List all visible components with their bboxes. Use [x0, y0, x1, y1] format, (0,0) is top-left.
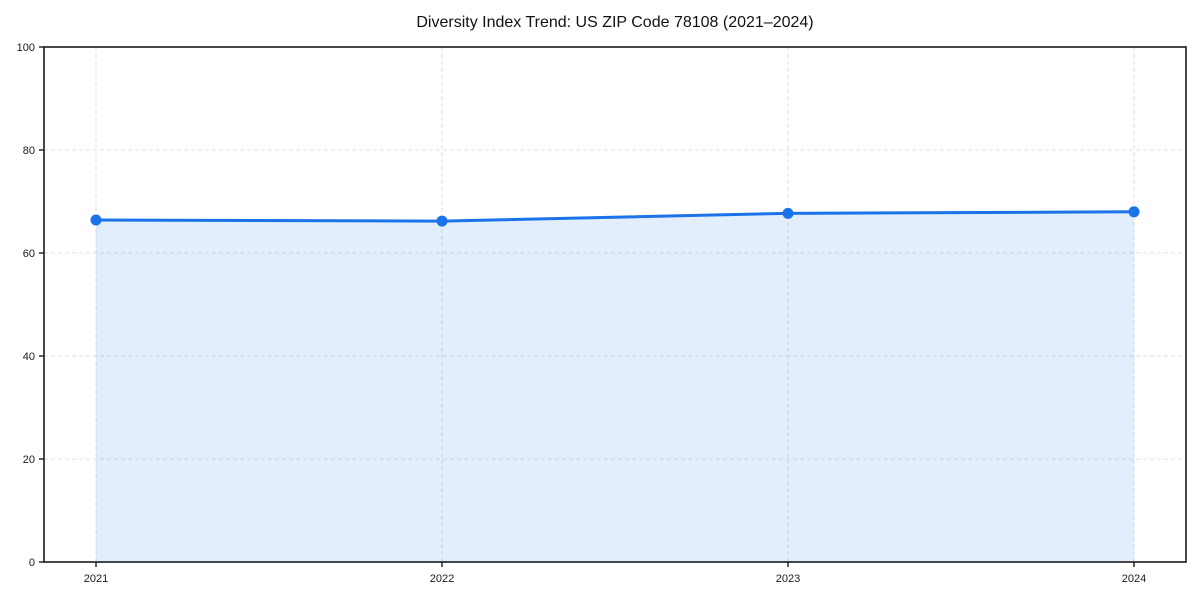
- trend-line: [94, 210, 1136, 223]
- x-tick-label: 2023: [776, 573, 800, 585]
- y-tick-label: 20: [23, 454, 35, 466]
- area-fill: [96, 211, 1134, 563]
- data-point-2022: [436, 215, 448, 227]
- data-point-2023: [782, 207, 794, 219]
- y-tick-label: 80: [23, 145, 35, 157]
- data-point-2024: [1128, 206, 1140, 218]
- x-tick-label: 2021: [84, 573, 108, 585]
- plot-border: [43, 46, 1187, 563]
- y-tick-label: 0: [29, 557, 35, 569]
- x-tick-label: 2022: [430, 573, 454, 585]
- x-tick-label: 2024: [1122, 573, 1146, 585]
- chart-title: Diversity Index Trend: US ZIP Code 78108…: [416, 14, 814, 31]
- y-tick-label: 60: [23, 248, 35, 260]
- data-point-2021: [90, 214, 102, 226]
- y-tick-label: 40: [23, 351, 35, 363]
- y-tick-label: 100: [17, 42, 35, 54]
